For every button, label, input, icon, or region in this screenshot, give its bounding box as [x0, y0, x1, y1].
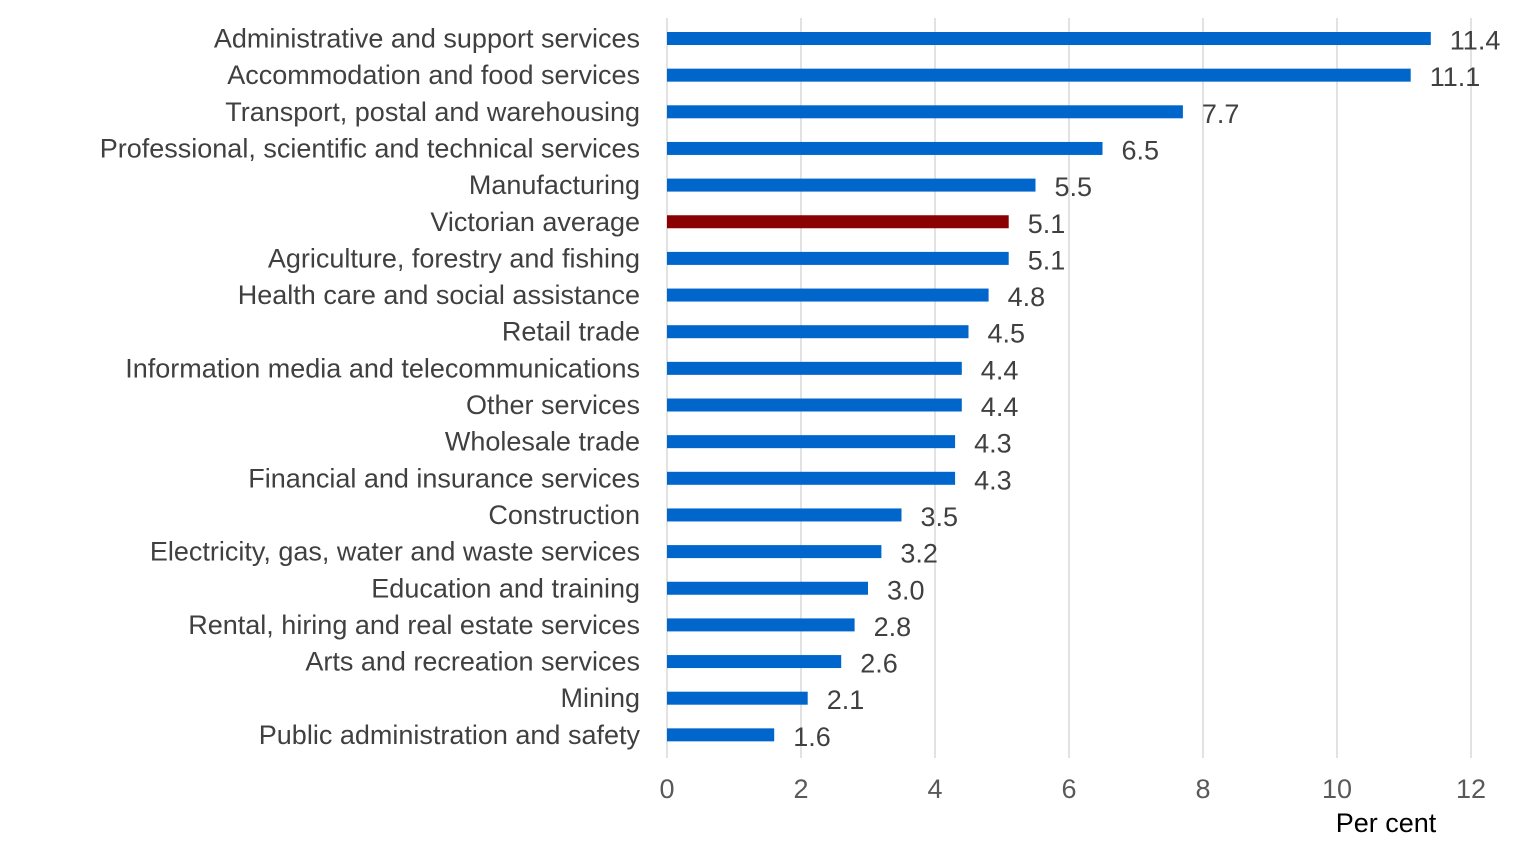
data-label: 3.0	[887, 575, 925, 605]
bar	[667, 581, 868, 595]
x-axis-title: Per cent	[1336, 808, 1437, 838]
bar	[667, 288, 989, 302]
category-labels: Administrative and support services Accom…	[100, 24, 641, 750]
data-label: 4.4	[981, 355, 1019, 385]
data-label: 2.6	[860, 649, 898, 679]
category-label: Mining	[560, 683, 640, 713]
data-label: 5.1	[1028, 245, 1066, 275]
category-label: Health care and social assistance	[238, 280, 640, 310]
category-label: Education and training	[371, 573, 640, 603]
data-label: 4.3	[974, 465, 1012, 495]
x-tick-label: 2	[793, 774, 808, 804]
bar	[667, 251, 1009, 265]
data-label: 3.5	[921, 502, 959, 532]
data-label: 5.1	[1028, 209, 1066, 239]
bar	[667, 728, 775, 742]
data-label: 4.8	[1008, 282, 1046, 312]
x-tick-label: 8	[1195, 774, 1210, 804]
data-label: 4.3	[974, 429, 1012, 459]
bars	[667, 32, 1431, 742]
category-label: Accommodation and food services	[227, 60, 640, 90]
bar	[667, 655, 842, 669]
bar	[667, 508, 902, 522]
data-label: 2.1	[827, 685, 865, 715]
bar	[667, 398, 962, 412]
bar	[667, 691, 808, 705]
category-label: Arts and recreation services	[305, 647, 640, 677]
data-label: 3.2	[900, 539, 938, 569]
data-label: 5.5	[1055, 172, 1093, 202]
data-label: 11.1	[1430, 62, 1481, 92]
x-tick-label: 4	[927, 774, 942, 804]
data-label: 2.8	[874, 612, 912, 642]
x-tick-label: 6	[1061, 774, 1076, 804]
x-tick-label: 10	[1322, 774, 1352, 804]
category-label: Agriculture, forestry and fishing	[268, 243, 640, 273]
category-label: Information media and telecommunications	[125, 353, 640, 383]
bar	[667, 361, 962, 375]
bar	[667, 435, 956, 449]
gridlines	[666, 18, 1472, 758]
category-label: Financial and insurance services	[248, 463, 640, 493]
x-axis-ticks: 0 2 4 6 8 10 12	[659, 774, 1486, 804]
data-label: 6.5	[1122, 135, 1160, 165]
bar-highlight	[667, 215, 1009, 229]
bar	[667, 178, 1036, 192]
category-label: Construction	[488, 500, 640, 530]
category-label: Public administration and safety	[259, 720, 641, 750]
data-label: 4.5	[988, 319, 1026, 349]
value-labels: 11.4 11.1 7.7 6.5 5.5 5.1 5.1 4.8 4.5 4.4 4.4 4.3 4.…	[793, 26, 1500, 752]
category-label: Retail trade	[502, 317, 640, 347]
data-label: 11.4	[1450, 26, 1501, 56]
data-label: 1.6	[793, 722, 831, 752]
category-label: Other services	[466, 390, 640, 420]
bar	[667, 68, 1411, 82]
category-label: Electricity, gas, water and waste servic…	[150, 537, 640, 567]
category-label: Rental, hiring and real estate services	[188, 610, 640, 640]
bar	[667, 105, 1183, 119]
category-label: Transport, postal and warehousing	[225, 97, 640, 127]
category-label: Professional, scientific and technical s…	[100, 133, 640, 163]
bar	[667, 545, 882, 559]
bar	[667, 471, 956, 485]
x-tick-label: 0	[659, 774, 674, 804]
bar	[667, 32, 1431, 45]
category-label: Manufacturing	[469, 170, 640, 200]
bar	[667, 325, 969, 339]
bar	[667, 618, 855, 632]
category-label: Wholesale trade	[445, 427, 640, 457]
x-tick-label: 12	[1456, 774, 1486, 804]
bar	[667, 141, 1103, 155]
category-label: Administrative and support services	[214, 24, 640, 54]
data-label: 4.4	[981, 392, 1019, 422]
category-label: Victorian average	[430, 207, 640, 237]
data-label: 7.7	[1202, 99, 1240, 129]
